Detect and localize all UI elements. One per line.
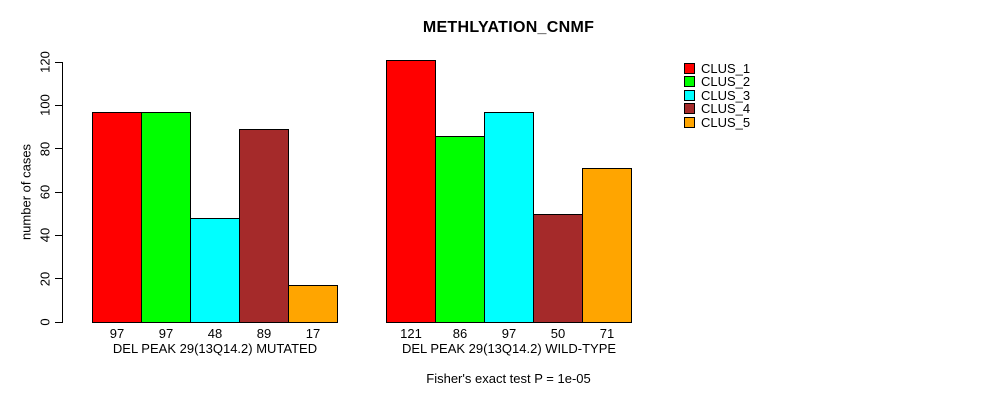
bar-clus_3: [190, 218, 240, 323]
bar-value-label: 97: [109, 326, 125, 341]
bar-value-label: 97: [158, 326, 174, 341]
bar-value-label: 86: [452, 326, 468, 341]
bar-value-label: 121: [400, 326, 422, 341]
legend-item: CLUS_4: [684, 101, 804, 116]
y-tick-label: 40: [37, 228, 53, 243]
bar-clus_2: [141, 112, 191, 323]
y-tick: [55, 148, 62, 150]
bar-clus_1: [92, 112, 142, 323]
y-tick: [55, 61, 62, 63]
legend-swatch-clus_1: [684, 63, 695, 74]
bar-value-label: 71: [599, 326, 615, 341]
y-tick-label: 60: [37, 184, 53, 200]
bar-value-label: 50: [550, 326, 566, 341]
legend-item: CLUS_1: [684, 61, 804, 76]
legend-item: CLUS_3: [684, 88, 804, 103]
legend-label: CLUS_2: [701, 74, 751, 89]
bar-clus_2: [435, 136, 485, 323]
y-tick-label: 100: [37, 94, 53, 117]
y-tick: [55, 321, 62, 323]
bar-clus_5: [288, 285, 338, 323]
group-label: DEL PEAK 29(13Q14.2) MUTATED: [112, 341, 318, 356]
legend-swatch-clus_4: [684, 103, 695, 114]
y-tick-label: 80: [37, 141, 53, 156]
legend-label: CLUS_1: [701, 61, 751, 76]
legend-swatch-clus_3: [684, 90, 695, 101]
bar-value-label: 89: [256, 326, 272, 341]
legend-label: CLUS_4: [701, 101, 751, 116]
bar-value-label: 48: [207, 326, 223, 341]
bar-clus_1: [386, 60, 436, 323]
bar-value-label: 17: [305, 326, 321, 341]
y-tick-label: 0: [37, 318, 53, 326]
legend-swatch-clus_2: [684, 76, 695, 87]
y-axis-line: [62, 62, 63, 323]
group-label: DEL PEAK 29(13Q14.2) WILD-TYPE: [401, 341, 617, 356]
legend-item: CLUS_5: [684, 115, 804, 130]
y-tick-label: 20: [37, 271, 53, 286]
y-tick: [55, 234, 62, 236]
y-tick: [55, 104, 62, 106]
y-tick-label: 120: [37, 51, 53, 73]
y-tick: [55, 278, 62, 280]
fisher-test-annotation: Fisher's exact test P = 1e-05: [426, 371, 591, 386]
legend-label: CLUS_3: [701, 88, 751, 103]
legend-item: CLUS_2: [684, 74, 804, 89]
bar-clus_5: [582, 168, 632, 323]
bar-clus_4: [239, 129, 289, 323]
y-tick: [55, 191, 62, 193]
bar-value-label: 97: [501, 326, 517, 341]
chart-title: METHLYATION_CNMF: [422, 19, 595, 36]
legend-label: CLUS_5: [701, 115, 751, 130]
bar-clus_3: [484, 112, 534, 323]
bar-clus_4: [533, 214, 583, 323]
legend-swatch-clus_5: [684, 117, 695, 128]
y-axis-label: number of cases: [18, 143, 34, 241]
legend: CLUS_1 CLUS_2 CLUS_3 CLUS_4 CLUS_5: [684, 61, 804, 133]
